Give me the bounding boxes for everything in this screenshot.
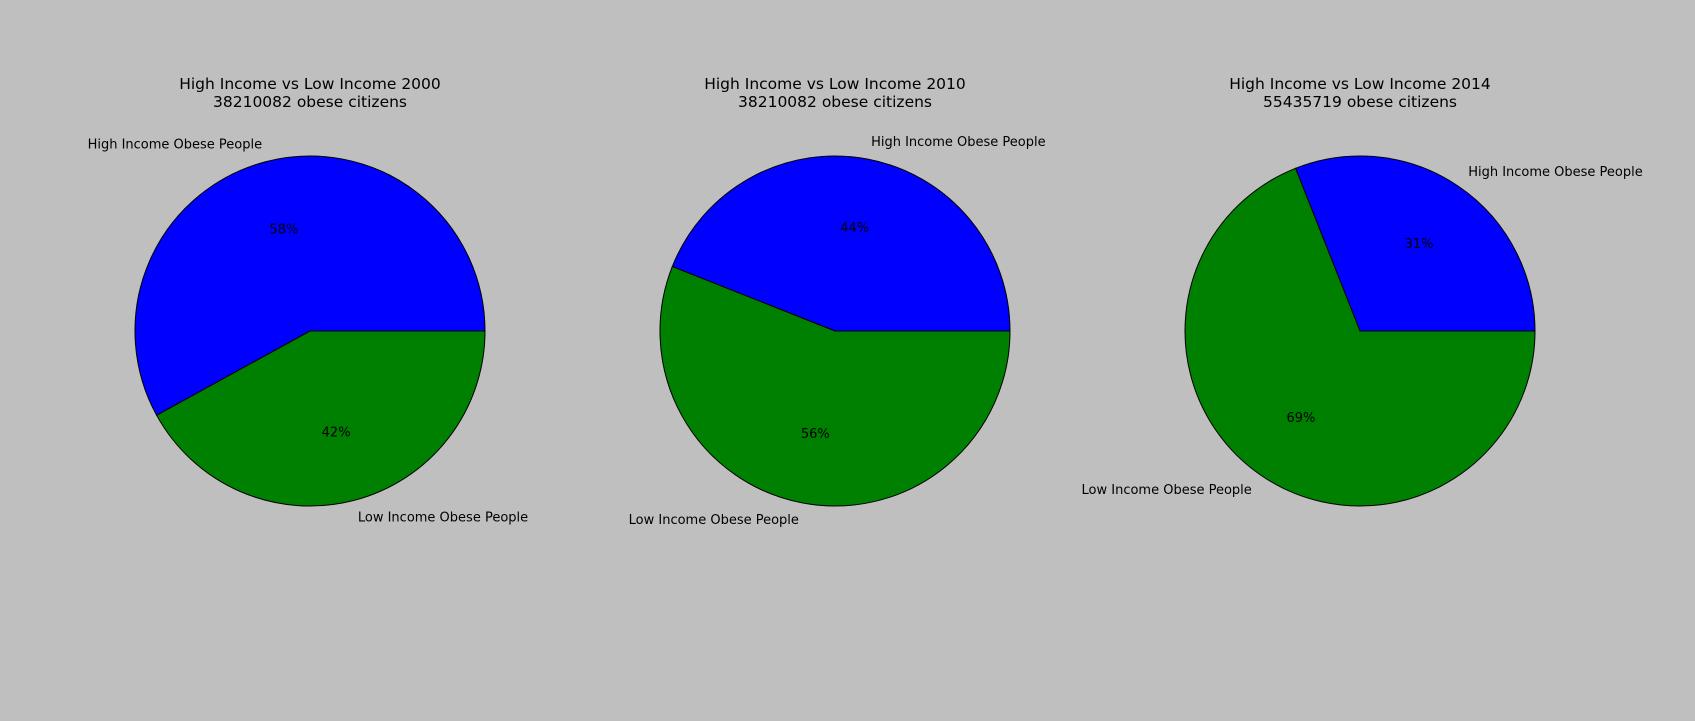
pie-slice-low-income <box>659 265 1011 507</box>
chart-title: High Income vs Low Income 2000 <box>179 75 441 93</box>
pie-category-label: High Income Obese People <box>1468 165 1643 180</box>
chart-title: High Income vs Low Income 2014 <box>1229 75 1491 93</box>
chart-subtitle: 55435719 obese citizens <box>1263 93 1457 111</box>
chart-title: High Income vs Low Income 2010 <box>704 75 966 93</box>
pie-percent-label: 58% <box>269 222 298 237</box>
pie-category-label: Low Income Obese People <box>1082 483 1252 498</box>
pie-slice-low-income <box>155 330 486 507</box>
pie-slice-low-income <box>1184 167 1536 507</box>
pie-chart-2000: High Income vs Low Income 2000 38210082 … <box>88 75 529 525</box>
chart-subtitle: 38210082 obese citizens <box>213 93 407 111</box>
pie-percent-label: 44% <box>840 221 869 236</box>
pie-slice-high-income <box>1294 155 1536 332</box>
pie-slices: 58% High Income Obese People 42% Low Income… <box>88 138 529 526</box>
pie-slices: 44% High Income Obese People 56% Low Income… <box>629 135 1046 528</box>
pie-category-label: High Income Obese People <box>871 135 1046 150</box>
pie-percent-label: 56% <box>801 427 830 442</box>
pie-slice-high-income <box>134 155 486 416</box>
pie-slices: 31% High Income Obese People 69% Low Income… <box>1082 155 1643 507</box>
pie-category-label: Low Income Obese People <box>358 510 528 525</box>
pie-slice-high-income <box>671 155 1011 332</box>
pie-percent-label: 42% <box>322 426 351 441</box>
pie-percent-label: 69% <box>1287 411 1316 426</box>
pie-category-label: High Income Obese People <box>88 138 263 153</box>
chart-subtitle: 38210082 obese citizens <box>738 93 932 111</box>
pie-chart-2010: High Income vs Low Income 2010 38210082 … <box>629 75 1046 528</box>
pie-percent-label: 31% <box>1405 237 1434 252</box>
pie-chart-2014: High Income vs Low Income 2014 55435719 … <box>1082 75 1643 507</box>
pie-category-label: Low Income Obese People <box>629 513 799 528</box>
